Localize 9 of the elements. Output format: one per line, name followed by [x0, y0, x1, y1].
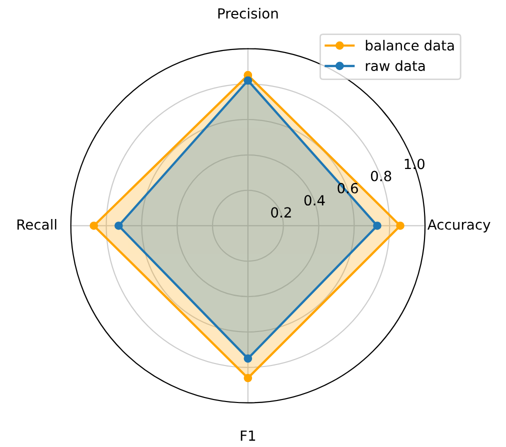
y-tick-label: 0.2: [271, 207, 291, 218]
legend-label: balance data: [366, 40, 454, 51]
spoke-label: Precision: [218, 8, 278, 19]
legend-label: raw data: [366, 60, 425, 72]
spoke-label: Recall: [17, 219, 56, 230]
y-tick-label: 0.4: [304, 195, 325, 206]
spoke-label: F1: [240, 430, 256, 441]
y-tick-label: 0.8: [370, 170, 392, 182]
spoke-label: Accuracy: [427, 219, 490, 232]
